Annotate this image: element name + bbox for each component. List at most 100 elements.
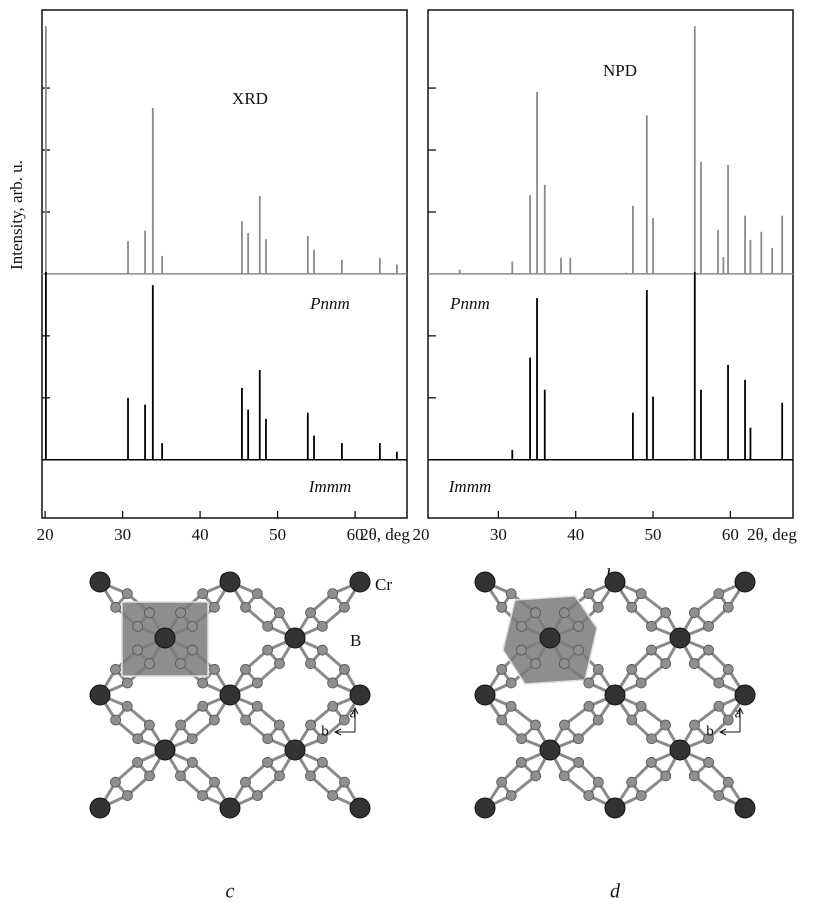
boron-atom [144, 608, 154, 618]
boron-atom [252, 678, 262, 688]
boron-atom [661, 659, 671, 669]
boron-atom [689, 771, 699, 781]
boron-atom [263, 734, 273, 744]
boron-atom [210, 777, 220, 787]
boron-atom [145, 771, 155, 781]
boron-atom [306, 659, 316, 669]
boron-atom [209, 602, 219, 612]
boron-atom [144, 720, 154, 730]
chromium-atom [735, 572, 755, 592]
atom-label: Cr [375, 575, 392, 594]
boron-atom [328, 678, 338, 688]
boron-atom [263, 645, 273, 655]
boron-atom [110, 777, 120, 787]
x-tick-label: 60 [722, 525, 739, 544]
x-tick-label: 50 [269, 525, 286, 544]
boron-atom [317, 645, 327, 655]
boron-atom [531, 608, 541, 618]
boron-atom [627, 602, 637, 612]
boron-atom [689, 720, 699, 730]
x-axis-label: 2θ, deg [360, 525, 410, 544]
x-tick-label: 40 [567, 525, 584, 544]
boron-atom [723, 715, 733, 725]
boron-atom [340, 777, 350, 787]
boron-atom [531, 771, 541, 781]
boron-atom [506, 791, 516, 801]
boron-atom [516, 645, 526, 655]
chromium-atom [735, 685, 755, 705]
boron-atom [122, 678, 132, 688]
boron-atom [704, 757, 714, 767]
boron-atom [636, 678, 646, 688]
series-label: Pnnm [449, 294, 490, 313]
boron-atom [328, 701, 338, 711]
boron-atom [497, 777, 507, 787]
boron-atom [714, 701, 724, 711]
boron-atom [661, 608, 671, 618]
boron-atom [252, 589, 262, 599]
chromium-atom [670, 740, 690, 760]
boron-atom [133, 734, 143, 744]
crystal-structure: abd [475, 572, 755, 903]
chromium-atom [155, 740, 175, 760]
boron-atom [317, 757, 327, 767]
panel-label: d [610, 881, 621, 903]
boron-atom [559, 771, 569, 781]
x-tick-label: 50 [645, 525, 662, 544]
chromium-atom [605, 798, 625, 818]
boron-atom [176, 659, 186, 669]
boron-atom [176, 608, 186, 618]
boron-atom [627, 715, 637, 725]
axis-letter: a [350, 705, 357, 721]
boron-atom [516, 757, 526, 767]
boron-atom [517, 734, 527, 744]
boron-atom [723, 602, 733, 612]
boron-atom [584, 589, 594, 599]
boron-atom [111, 664, 121, 674]
boron-atom [723, 664, 733, 674]
boron-atom [328, 791, 338, 801]
boron-atom [506, 701, 516, 711]
boron-atom [240, 777, 250, 787]
plot-frame [42, 10, 407, 518]
boron-atom [593, 602, 603, 612]
boron-atom [703, 621, 713, 631]
boron-atom [198, 589, 208, 599]
chromium-atom [220, 798, 240, 818]
boron-atom [187, 645, 197, 655]
boron-atom [339, 715, 349, 725]
boron-atom [714, 791, 724, 801]
boron-atom [574, 757, 584, 767]
boron-atom [133, 645, 143, 655]
boron-atom [506, 589, 516, 599]
boron-atom [559, 720, 569, 730]
boron-atom [627, 664, 637, 674]
boron-atom [187, 621, 197, 631]
boron-atom [661, 771, 671, 781]
boron-atom [636, 791, 646, 801]
boron-atom [252, 701, 262, 711]
boron-atom [122, 589, 132, 599]
boron-atom [274, 659, 284, 669]
boron-atom [636, 701, 646, 711]
boron-atom [627, 777, 637, 787]
boron-atom [531, 659, 541, 669]
boron-atom [497, 602, 507, 612]
boron-atom [723, 777, 733, 787]
chromium-atom [540, 628, 560, 648]
chromium-atom [220, 685, 240, 705]
boron-atom [584, 791, 594, 801]
boron-atom [593, 777, 603, 787]
chromium-atom [670, 628, 690, 648]
x-axis-label: 2θ, deg [747, 525, 797, 544]
boron-atom [306, 720, 316, 730]
x-tick-label: 30 [114, 525, 131, 544]
boron-atom [573, 734, 583, 744]
boron-atom [339, 602, 349, 612]
series-label: Pnnm [309, 294, 350, 313]
axis-letter: a [735, 705, 742, 721]
atom-label: B [350, 631, 361, 650]
chromium-atom [605, 685, 625, 705]
x-tick-label: 40 [192, 525, 209, 544]
